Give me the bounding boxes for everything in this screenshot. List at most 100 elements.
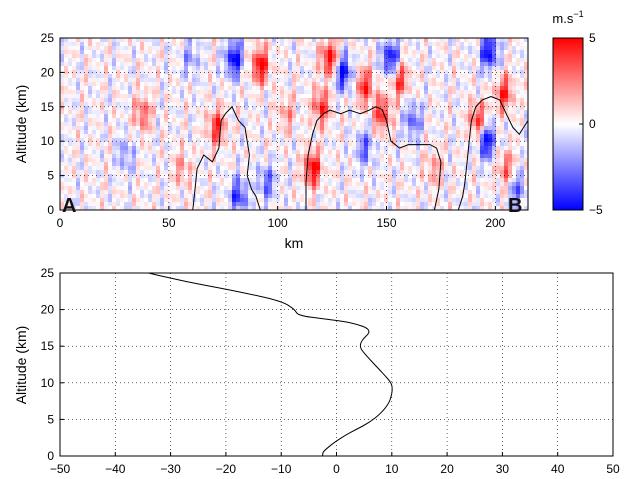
heatmap-cell: [376, 174, 380, 178]
heatmap-cell: [524, 130, 528, 134]
heatmap-cell: [80, 158, 84, 162]
heatmap-cell: [380, 202, 384, 206]
heatmap-cell: [156, 170, 160, 174]
heatmap-cell: [524, 194, 528, 198]
heatmap-cell: [396, 182, 400, 186]
heatmap-cell: [68, 70, 72, 74]
heatmap-cell: [448, 54, 452, 58]
heatmap-cell: [88, 114, 92, 118]
heatmap-cell: [348, 42, 352, 46]
heatmap-cell: [272, 158, 276, 162]
heatmap-cell: [484, 110, 488, 114]
heatmap-cell: [100, 82, 104, 86]
heatmap-cell: [140, 202, 144, 206]
heatmap-cell: [484, 58, 488, 62]
heatmap-cell: [208, 166, 212, 170]
heatmap-cell: [204, 106, 208, 110]
heatmap-cell: [60, 106, 64, 110]
heatmap-cell: [212, 90, 216, 94]
heatmap-cell: [332, 126, 336, 130]
heatmap-cell: [300, 102, 304, 106]
heatmap-cell: [324, 82, 328, 86]
heatmap-cell: [76, 50, 80, 54]
heatmap-cell: [376, 94, 380, 98]
heatmap-cell: [288, 194, 292, 198]
heatmap-cell: [352, 42, 356, 46]
heatmap-cell: [256, 150, 260, 154]
heatmap-cell: [516, 70, 520, 74]
heatmap-cell: [180, 198, 184, 202]
heatmap-cell: [168, 174, 172, 178]
heatmap-cell: [484, 102, 488, 106]
heatmap-cell: [72, 202, 76, 206]
heatmap-cell: [504, 158, 508, 162]
heatmap-cell: [304, 154, 308, 158]
heatmap-cell: [228, 146, 232, 150]
heatmap-cell: [396, 202, 400, 206]
heatmap-cell: [280, 106, 284, 110]
heatmap-cell: [468, 74, 472, 78]
heatmap-cell: [432, 126, 436, 130]
heatmap-cell: [76, 82, 80, 86]
heatmap-cell: [492, 82, 496, 86]
heatmap-cell: [508, 102, 512, 106]
heatmap-cell: [144, 166, 148, 170]
heatmap-cell: [428, 54, 432, 58]
heatmap-cell: [220, 94, 224, 98]
heatmap-cell: [420, 170, 424, 174]
heatmap-cell: [252, 198, 256, 202]
heatmap-cell: [292, 70, 296, 74]
heatmap-cell: [344, 70, 348, 74]
heatmap-cell: [516, 98, 520, 102]
heatmap-cell: [200, 158, 204, 162]
heatmap-cell: [284, 66, 288, 70]
heatmap-cell: [136, 170, 140, 174]
heatmap-cell: [328, 198, 332, 202]
heatmap-cell: [232, 66, 236, 70]
heatmap-cell: [200, 46, 204, 50]
heatmap-cell: [504, 94, 508, 98]
heatmap-cell: [308, 54, 312, 58]
heatmap-cell: [392, 130, 396, 134]
heatmap-cell: [128, 82, 132, 86]
heatmap-cell: [512, 94, 516, 98]
heatmap-cell: [356, 126, 360, 130]
heatmap-cell: [240, 74, 244, 78]
heatmap-cell: [348, 166, 352, 170]
heatmap-cell: [232, 126, 236, 130]
heatmap-cell: [272, 94, 276, 98]
heatmap-cell: [308, 90, 312, 94]
heatmap-cell: [316, 130, 320, 134]
heatmap-cell: [300, 178, 304, 182]
heatmap-cell: [256, 62, 260, 66]
heatmap-cell: [152, 134, 156, 138]
heatmap-cell: [504, 78, 508, 82]
heatmap-cell: [480, 66, 484, 70]
heatmap-cell: [272, 78, 276, 82]
heatmap-cell: [352, 142, 356, 146]
heatmap-cell: [224, 190, 228, 194]
heatmap-cell: [148, 110, 152, 114]
heatmap-cell: [136, 142, 140, 146]
heatmap-cell: [124, 154, 128, 158]
heatmap-cell: [336, 38, 340, 42]
heatmap-cell: [276, 62, 280, 66]
heatmap-cell: [84, 82, 88, 86]
heatmap-cell: [256, 158, 260, 162]
heatmap-cell: [204, 110, 208, 114]
heatmap-cell: [456, 46, 460, 50]
heatmap-cell: [324, 190, 328, 194]
heatmap-cell: [436, 170, 440, 174]
heatmap-cell: [432, 110, 436, 114]
heatmap-cell: [416, 114, 420, 118]
heatmap-cell: [96, 146, 100, 150]
heatmap-cell: [320, 42, 324, 46]
heatmap-cell: [108, 110, 112, 114]
heatmap-cell: [444, 58, 448, 62]
heatmap-cell: [260, 42, 264, 46]
heatmap-cell: [292, 102, 296, 106]
heatmap-cell: [520, 122, 524, 126]
heatmap-cell: [208, 86, 212, 90]
heatmap-cell: [92, 134, 96, 138]
heatmap-cell: [304, 162, 308, 166]
